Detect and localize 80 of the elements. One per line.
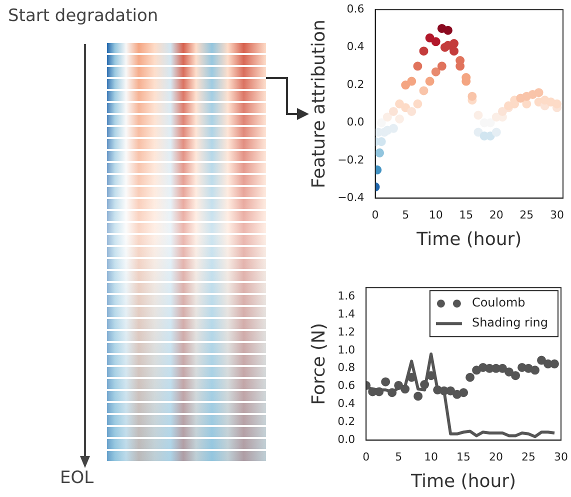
legend-label: Shading ring — [472, 316, 548, 330]
point — [466, 372, 475, 382]
y-axis-title: Force (N) — [308, 322, 330, 405]
point — [400, 384, 410, 394]
point — [474, 110, 483, 120]
y-tick-label: 0.6 — [346, 2, 364, 16]
point — [419, 46, 428, 56]
y-tick-label: 0.4 — [338, 397, 356, 410]
y-tick-label: 1.0 — [338, 343, 356, 356]
point — [388, 106, 398, 116]
point — [381, 377, 390, 386]
point — [450, 39, 459, 48]
x-tick-label: 0 — [362, 450, 370, 464]
x-tick-label: 10 — [424, 450, 438, 464]
point — [498, 364, 508, 373]
point — [375, 148, 384, 158]
y-tick-label: −0.4 — [338, 191, 364, 204]
y-tick-label: −0.2 — [338, 153, 364, 166]
point — [498, 106, 507, 116]
y-tick-label: 0.2 — [338, 415, 356, 428]
x-tick-label: 20 — [489, 450, 504, 464]
y-tick-label: 0.8 — [338, 361, 356, 374]
point — [413, 62, 422, 71]
point — [537, 356, 546, 365]
text: Start degradation — [8, 6, 158, 26]
y-tick-label: 0.4 — [346, 40, 364, 54]
point — [407, 106, 416, 116]
y-tick-label: 1.4 — [338, 307, 356, 320]
point — [468, 92, 477, 101]
point — [504, 367, 514, 376]
point — [459, 388, 468, 398]
x-tick-label: 30 — [550, 208, 564, 222]
point — [431, 37, 440, 46]
x-tick-label: 0 — [372, 208, 379, 222]
point — [374, 387, 384, 396]
point — [376, 118, 386, 128]
point — [552, 99, 562, 108]
point — [425, 76, 434, 86]
point — [414, 392, 423, 401]
y-tick-label: 1.2 — [338, 325, 356, 338]
x-tick-label: 15 — [459, 208, 474, 222]
x-tick-label: 10 — [428, 208, 443, 222]
y-tick-label: 0.6 — [338, 379, 356, 392]
y-tick-label: 0.2 — [346, 78, 364, 91]
point — [534, 88, 544, 98]
point — [437, 62, 446, 71]
x-tick-label: 30 — [554, 450, 568, 464]
x-tick-label: 5 — [395, 450, 402, 464]
x-tick-label: 25 — [520, 208, 534, 222]
legend-label: Coulomb — [472, 296, 526, 310]
point — [492, 128, 501, 137]
x-tick-label: 25 — [522, 450, 536, 464]
x-tick-label: 20 — [489, 208, 504, 222]
x-axis-title: Time (hour) — [410, 470, 516, 492]
point — [382, 112, 392, 122]
y-tick-label: 0.0 — [338, 433, 356, 446]
point — [420, 380, 430, 390]
point — [550, 359, 560, 368]
point — [394, 380, 404, 390]
y-tick-label: 1.6 — [338, 289, 356, 302]
x-tick-label: 15 — [456, 450, 471, 464]
point — [511, 371, 520, 380]
point — [395, 114, 404, 124]
point — [443, 26, 452, 35]
point — [431, 67, 440, 76]
x-axis-title: Time (hour) — [416, 228, 522, 250]
point — [419, 86, 428, 96]
y-tick-label: 0.0 — [346, 116, 364, 129]
point — [522, 99, 532, 108]
point — [413, 99, 422, 108]
point — [530, 366, 540, 375]
point — [388, 124, 398, 133]
y-axis-title: Feature attribution — [308, 20, 330, 188]
point — [388, 388, 397, 398]
point — [395, 99, 404, 108]
point — [407, 76, 416, 86]
text: EOL — [60, 468, 94, 488]
point — [446, 386, 456, 396]
point — [450, 46, 459, 56]
x-tick-label: 5 — [402, 208, 410, 222]
